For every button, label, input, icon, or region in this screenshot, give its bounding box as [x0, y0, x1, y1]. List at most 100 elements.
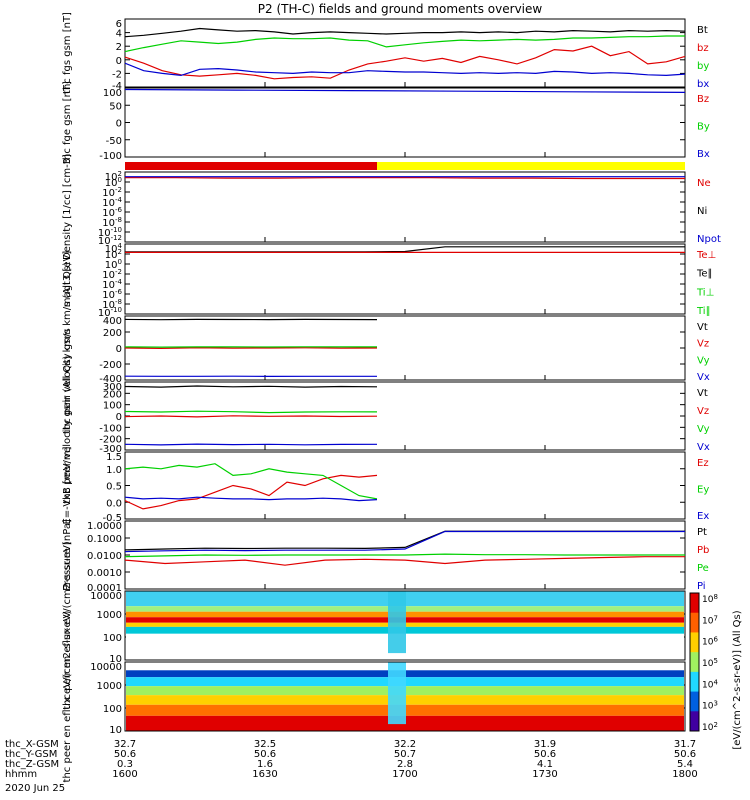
- legend-label: Ne: [697, 178, 711, 189]
- series-line-Ex: [124, 496, 378, 502]
- panel-peer_en: 10000 1000 100 10 thc peer en eflux eV/(cm2-…: [62, 610, 686, 782]
- colorbar-tick-label: 106: [702, 636, 718, 648]
- y-tick-label: 50: [109, 101, 122, 112]
- panel-density: 10210010-210-410-610-810-1010-12Density …: [62, 154, 721, 260]
- colorbar-tick-exponent: 2: [713, 721, 717, 729]
- y-tick-label: 200: [103, 328, 122, 339]
- y-tick-exponent: -8: [115, 216, 122, 224]
- legend-label: by: [697, 61, 709, 72]
- y-tick-exponent: 0: [118, 258, 122, 266]
- y-tick-label: 6: [116, 19, 122, 30]
- y-tick-exponent: 2: [118, 248, 122, 256]
- x-axis-value: 50.6: [254, 749, 276, 760]
- panel-fgs: 64 2 0 -2-4 thc fgs gsm [nT] Bt bz by bx: [62, 12, 709, 94]
- y-tick-label: -50: [106, 136, 122, 147]
- y-tick-exponent: -10: [111, 306, 122, 314]
- y-axis-label: thc fge gsm [nT]: [62, 81, 73, 164]
- x-axis-value: 4.1: [537, 759, 553, 770]
- legend-label: Bz: [697, 94, 709, 105]
- y-tick-label: 1.5: [106, 452, 122, 463]
- x-axis-value: 1600: [112, 769, 137, 780]
- y-tick-label: 0.5: [106, 482, 122, 493]
- legend-label: Vy: [697, 355, 710, 366]
- y-tick-label: -300: [99, 444, 122, 455]
- legend-label: Ey: [697, 485, 709, 496]
- y-axis-label: E=-VxB [mV/m]: [62, 446, 73, 524]
- y-tick-exponent: -6: [115, 206, 123, 214]
- colorbar-tick-exponent: 3: [713, 700, 717, 708]
- series-line-by: [124, 35, 685, 53]
- series-line-Vy: [124, 410, 378, 414]
- series-line-Ne: [125, 177, 685, 180]
- y-tick-exponent: -4: [115, 196, 123, 204]
- y-tick-label: 10000: [90, 591, 122, 602]
- x-axis-value: 1730: [532, 769, 557, 780]
- panel-frame: [124, 661, 686, 732]
- panel-pressure: 1.0000 0.1000 0.0100 0.0010 0.0001 Pressure […: [62, 519, 709, 594]
- x-axis-row-label: thc_Z-GSM: [5, 759, 59, 770]
- colorbar-frame: [689, 592, 700, 732]
- y-axis-label: thc fgs gsm [nT]: [62, 12, 73, 94]
- colorbar-segment: [690, 612, 699, 633]
- colorbar-segment: [690, 691, 699, 712]
- colorbar-segment: [690, 671, 699, 693]
- colorbar-segment: [690, 711, 699, 732]
- series-line-Ey: [124, 463, 378, 500]
- y-tick-label: -100: [99, 423, 122, 434]
- x-axis-value: 50.6: [674, 749, 696, 760]
- y-tick-exponent: 4: [118, 242, 123, 250]
- legend-label: Ez: [697, 458, 709, 469]
- colorbar-segment: [690, 593, 699, 614]
- y-axis-label: magt3 [eV]: [62, 251, 73, 308]
- spectrogram-transition: [388, 591, 406, 654]
- legend-label: Pe: [697, 563, 709, 574]
- y-tick-label: 4: [116, 29, 122, 40]
- legend-label: Vt: [697, 388, 708, 399]
- y-tick-label: 100: [103, 88, 122, 99]
- colorbar-tick-label: 102: [702, 721, 718, 733]
- legend-label: Te∥: [696, 269, 713, 280]
- y-tick-exponent: 0: [118, 176, 122, 184]
- y-tick-exponent: -8: [115, 298, 122, 306]
- y-tick-label: 0: [116, 56, 122, 67]
- panel-frame: [124, 590, 686, 661]
- x-axis-value: 32.5: [254, 739, 276, 750]
- y-tick-label: 0: [116, 412, 122, 423]
- panel-efield: 1.5 1.0 0.5 0.0 -0.5 E=-VxB [mV/m] Ez Ey Ex: [62, 446, 709, 524]
- x-axis-value: 5.4: [677, 759, 693, 770]
- x-axis-value: 1.6: [257, 759, 273, 770]
- panel-peir_en: 10000 1000 100 10 thc peir en eflux eV/(cm2-…: [62, 541, 686, 710]
- y-tick-exponent: -4: [115, 278, 123, 286]
- legend-label: Vx: [697, 372, 710, 383]
- series-line-Pb: [124, 556, 685, 566]
- x-axis-value: 50.6: [114, 749, 136, 760]
- panel-frame: [124, 171, 686, 243]
- y-tick-exponent: -12: [111, 234, 122, 242]
- x-axis-value: 50.7: [394, 749, 416, 760]
- panel-frame: [124, 87, 686, 158]
- legend-label: Npot: [697, 234, 721, 245]
- series-line-Vx: [124, 443, 378, 446]
- y-tick-exponent: -2: [115, 268, 122, 276]
- y-tick-exponent: 2: [118, 170, 122, 178]
- legend-label: bx: [697, 79, 709, 90]
- y-tick-label: 300: [103, 382, 122, 393]
- colorbar-tick-label: 108: [702, 593, 718, 605]
- legend-label: Vy: [697, 424, 710, 435]
- x-axis-value: 1800: [672, 769, 697, 780]
- x-axis-value: 32.7: [114, 739, 136, 750]
- y-tick-label: -100: [99, 151, 122, 162]
- y-tick-label: -400: [99, 374, 122, 385]
- x-axis-row-label: thc_X-GSM: [5, 739, 59, 750]
- y-tick-exponent: -6: [115, 288, 123, 296]
- x-axis-value: 31.7: [674, 739, 696, 750]
- date-label: 2020 Jun 25: [5, 783, 65, 794]
- mode-segment: [125, 162, 377, 170]
- y-tick-label: 1000: [97, 610, 122, 621]
- y-tick-label: 10000: [90, 662, 122, 673]
- legend-label: Ti∥: [696, 306, 711, 317]
- y-tick-label: 0: [116, 344, 122, 355]
